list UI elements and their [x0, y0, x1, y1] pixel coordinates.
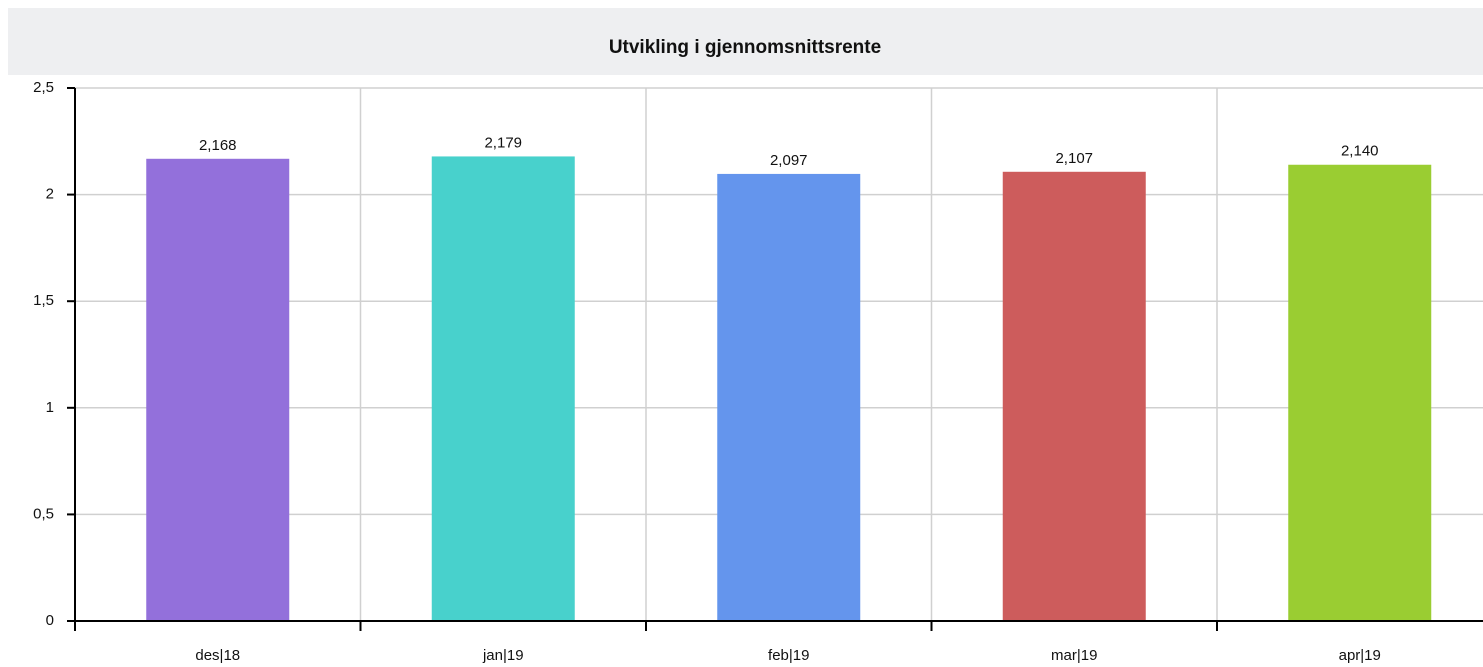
x-tick-label: apr|19 [1339, 647, 1381, 664]
x-tick-label: des|18 [195, 647, 240, 664]
value-label: 2,097 [770, 152, 808, 169]
bar [1002, 171, 1146, 621]
y-tick-label: 0,5 [33, 505, 54, 522]
x-tick-label: jan|19 [482, 647, 524, 664]
bar [717, 173, 861, 621]
bar [1288, 164, 1432, 621]
chart-title: Utvikling i gjennomsnittsrente [609, 37, 881, 58]
value-label: 2,140 [1341, 143, 1379, 160]
bar [146, 158, 290, 621]
x-tick-label: feb|19 [768, 647, 809, 664]
title-band [8, 8, 1483, 75]
y-tick-label: 0 [46, 612, 54, 629]
x-tick-label: mar|19 [1051, 647, 1097, 664]
y-tick-label: 2,5 [33, 79, 54, 96]
y-tick-label: 1 [46, 399, 54, 416]
value-label: 2,179 [484, 134, 522, 151]
y-tick-label: 1,5 [33, 292, 54, 309]
y-tick-label: 2 [46, 186, 54, 203]
bar [431, 156, 575, 621]
value-label: 2,107 [1055, 150, 1093, 167]
value-label: 2,168 [199, 137, 237, 154]
